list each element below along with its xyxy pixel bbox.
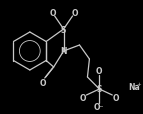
Text: S: S — [97, 85, 102, 94]
Text: S: S — [61, 25, 66, 34]
Text: O: O — [49, 8, 56, 17]
Text: O: O — [96, 67, 103, 76]
Text: O: O — [71, 8, 78, 17]
Text: O: O — [79, 94, 86, 103]
Text: Na: Na — [128, 82, 140, 91]
Text: +: + — [136, 81, 141, 86]
Text: O: O — [113, 94, 120, 103]
Text: O⁻: O⁻ — [94, 103, 105, 111]
Text: O: O — [39, 78, 46, 87]
Text: N: N — [60, 47, 67, 56]
